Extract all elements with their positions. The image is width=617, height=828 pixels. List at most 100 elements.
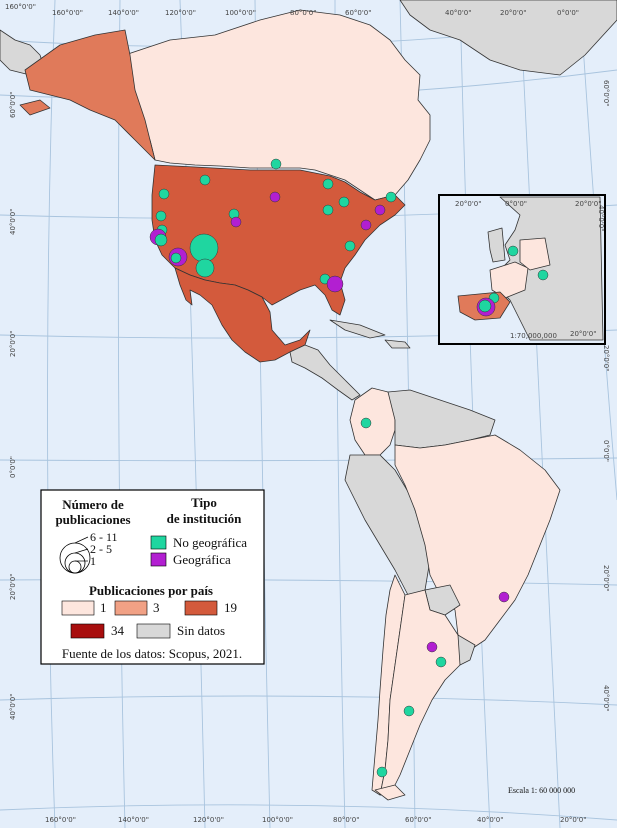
country-swatch-no-data <box>136 623 171 639</box>
tick-label-top: 140°0'0" <box>108 9 139 17</box>
tick-label-left: 20°0'0" <box>9 574 17 600</box>
tick-label-bottom: 160°0'0" <box>45 816 76 824</box>
country-swatch-19 <box>184 600 218 616</box>
point-geo <box>374 204 386 216</box>
europe-inset <box>438 194 606 345</box>
tick-label-left: 20°0'0" <box>9 331 17 357</box>
tick-label-top: 160°0'0" <box>5 3 36 11</box>
country-label-3: 3 <box>153 600 160 615</box>
inset-tick-label: 20°0'0" <box>575 200 601 208</box>
country-swatch-3 <box>114 600 148 616</box>
size-legend-title: publicaciones <box>55 512 130 527</box>
inset-point-no-geo <box>507 245 519 257</box>
point-no-geo <box>322 204 334 216</box>
size-label-large: 6 - 11 <box>90 530 118 544</box>
point-geo <box>426 641 438 653</box>
country-legend-title: Publicaciones por país <box>89 583 213 598</box>
tick-label-top: 20°0'0" <box>500 9 526 17</box>
tick-label-top: 0°0'0" <box>557 9 579 17</box>
point-no-geo <box>360 417 372 429</box>
data-source: Fuente de los datos: Scopus, 2021. <box>62 646 242 661</box>
point-geo <box>230 216 242 228</box>
point-no-geo <box>158 188 170 200</box>
tick-label-top: 100°0'0" <box>225 9 256 17</box>
inset-tick-labels: 20°0'0" 0°0'0" 20°0'0" 20°0'0" 40°0'0" 1… <box>455 200 605 340</box>
tick-label-right: 20°0'0" <box>602 345 610 371</box>
brazil <box>394 434 561 651</box>
hispaniola <box>384 339 411 349</box>
tick-labels-left: 60°0'0" 40°0'0" 20°0'0" 0°0'0" 20°0'0" 4… <box>9 92 17 720</box>
size-leader <box>74 548 89 554</box>
tick-label-bottom: 20°0'0" <box>560 816 586 824</box>
tick-label-top: 40°0'0" <box>445 9 471 17</box>
tierra-del-fuego <box>374 784 406 801</box>
tick-label-bottom: 120°0'0" <box>193 816 224 824</box>
point-no-geo <box>195 258 215 278</box>
tick-label-bottom: 140°0'0" <box>118 816 149 824</box>
tick-label-bottom: 60°0'0" <box>405 816 431 824</box>
size-label-small: 1 <box>90 554 96 568</box>
uruguay <box>457 634 476 666</box>
point-no-geo <box>189 233 219 263</box>
country-swatch-1 <box>61 600 95 616</box>
colombia <box>349 387 396 456</box>
country-label-no-data: Sin datos <box>177 623 225 638</box>
type-legend-title: de institución <box>167 511 243 526</box>
point-geo <box>498 591 510 603</box>
tick-label-right: 40°0'0" <box>602 685 610 711</box>
type-legend-title: Tipo <box>191 495 217 510</box>
point-no-geo <box>155 210 167 222</box>
tick-label-right: 0°0'0" <box>602 440 610 462</box>
inset-point-no-geo <box>478 299 492 313</box>
type-label-geo: Geográfica <box>173 552 231 567</box>
inset-uk <box>487 227 506 263</box>
country-label-19: 19 <box>224 600 237 615</box>
inset-france <box>489 261 529 299</box>
size-leader <box>74 536 89 544</box>
point-no-geo <box>270 158 282 170</box>
point-no-geo <box>199 174 211 186</box>
size-label-medium: 2 - 5 <box>90 542 112 556</box>
tick-label-left: 40°0'0" <box>9 694 17 720</box>
type-swatch-no-geo <box>150 535 167 550</box>
tick-labels-bottom: 160°0'0" 140°0'0" 120°0'0" 100°0'0" 80°0… <box>45 816 586 824</box>
point-no-geo <box>385 191 397 203</box>
inset-frame <box>438 194 606 345</box>
point-no-geo <box>435 656 447 668</box>
legend: Número de publicaciones 6 - 11 2 - 5 1 T… <box>40 489 265 665</box>
inset-tick-label: 0°0'0" <box>505 200 527 208</box>
type-swatch-geo <box>150 552 167 567</box>
central-america <box>289 344 361 401</box>
point-no-geo <box>322 178 334 190</box>
point-geo <box>360 219 372 231</box>
size-legend-title: Número de <box>62 497 124 512</box>
tick-label-top: 160°0'0" <box>52 9 83 17</box>
tick-label-left: 0°0'0" <box>9 456 17 478</box>
inset-tick-label: 40°0'0" <box>597 205 605 231</box>
point-no-geo <box>170 252 182 264</box>
aleutians <box>19 99 51 116</box>
inset-germany <box>519 237 551 271</box>
point-no-geo <box>376 766 388 778</box>
south-america-north <box>387 389 496 449</box>
tick-labels-top: 160°0'0" 160°0'0" 140°0'0" 120°0'0" 100°… <box>5 3 579 17</box>
country-label-1: 1 <box>100 600 107 615</box>
alaska <box>24 29 156 161</box>
tick-labels-right: 60°0'0" 20°0'0" 0°0'0" 20°0'0" 40°0'0" <box>602 80 610 711</box>
tick-label-top: 60°0'0" <box>345 9 371 17</box>
point-no-geo <box>403 705 415 717</box>
map-scale: Escala 1: 60 000 000 <box>508 786 575 795</box>
tick-label-top: 120°0'0" <box>165 9 196 17</box>
point-no-geo <box>154 233 168 247</box>
institution-points <box>149 158 549 778</box>
tick-label-right: 20°0'0" <box>602 565 610 591</box>
country-swatch-34 <box>70 623 105 639</box>
tick-label-left: 60°0'0" <box>9 92 17 118</box>
country-label-34: 34 <box>111 623 125 638</box>
tick-label-top: 80°0'0" <box>290 9 316 17</box>
point-no-geo <box>338 196 350 208</box>
inset-tick-label: 20°0'0" <box>570 330 596 338</box>
inset-scale: 1:70,000,000 <box>510 332 557 340</box>
inset-tick-label: 20°0'0" <box>455 200 481 208</box>
